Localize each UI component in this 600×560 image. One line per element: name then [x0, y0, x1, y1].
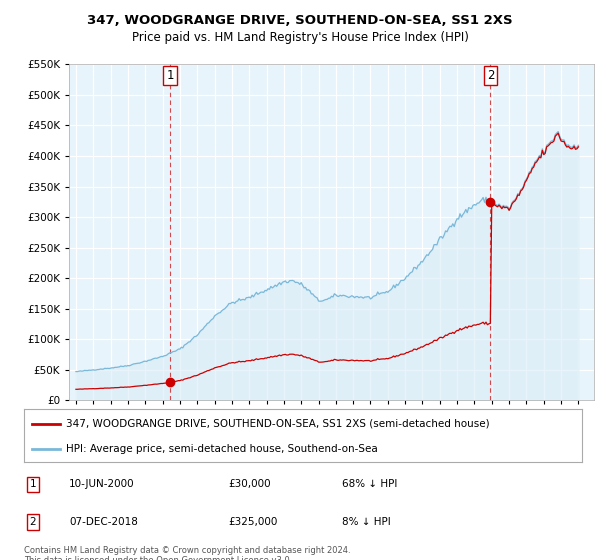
- Text: 1: 1: [29, 479, 37, 489]
- Text: 2: 2: [29, 517, 37, 527]
- Text: 07-DEC-2018: 07-DEC-2018: [69, 517, 138, 527]
- Text: Price paid vs. HM Land Registry's House Price Index (HPI): Price paid vs. HM Land Registry's House …: [131, 31, 469, 44]
- Text: Contains HM Land Registry data © Crown copyright and database right 2024.
This d: Contains HM Land Registry data © Crown c…: [24, 546, 350, 560]
- Text: 347, WOODGRANGE DRIVE, SOUTHEND-ON-SEA, SS1 2XS (semi-detached house): 347, WOODGRANGE DRIVE, SOUTHEND-ON-SEA, …: [66, 419, 490, 429]
- Text: £325,000: £325,000: [228, 517, 277, 527]
- Text: 10-JUN-2000: 10-JUN-2000: [69, 479, 134, 489]
- Text: 2: 2: [487, 69, 494, 82]
- Text: £30,000: £30,000: [228, 479, 271, 489]
- Text: 8% ↓ HPI: 8% ↓ HPI: [342, 517, 391, 527]
- Text: HPI: Average price, semi-detached house, Southend-on-Sea: HPI: Average price, semi-detached house,…: [66, 444, 377, 454]
- Text: 68% ↓ HPI: 68% ↓ HPI: [342, 479, 397, 489]
- Text: 1: 1: [166, 69, 174, 82]
- Text: 347, WOODGRANGE DRIVE, SOUTHEND-ON-SEA, SS1 2XS: 347, WOODGRANGE DRIVE, SOUTHEND-ON-SEA, …: [87, 14, 513, 27]
